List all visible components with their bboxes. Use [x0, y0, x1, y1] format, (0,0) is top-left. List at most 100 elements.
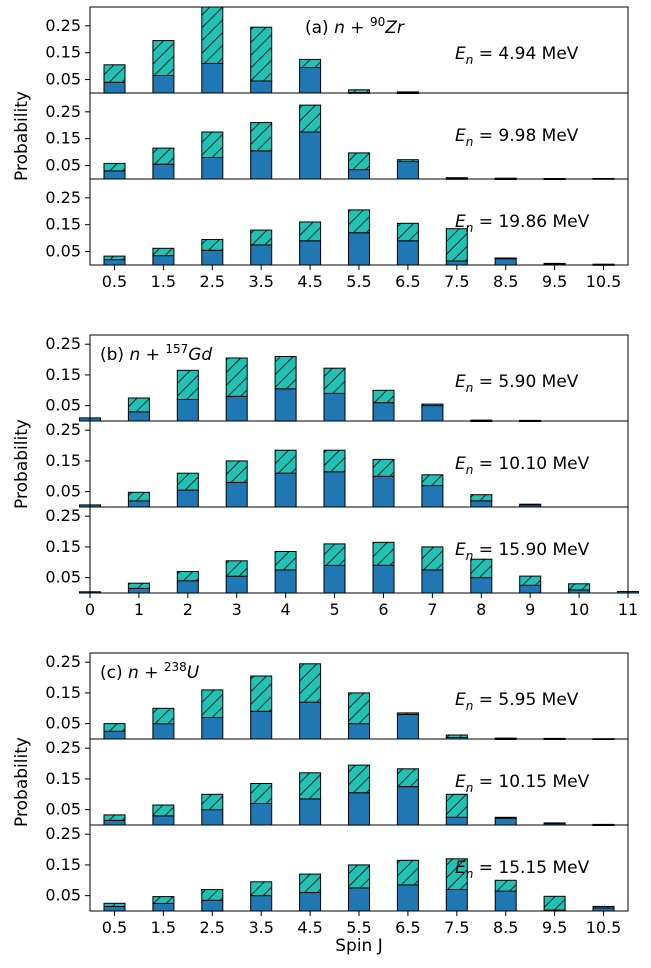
x-tick-label: 5.5 — [346, 918, 371, 937]
bar-solid — [323, 471, 346, 508]
x-tick-label: 1.5 — [151, 272, 176, 291]
bar-hatched — [299, 772, 322, 800]
bar-solid — [201, 717, 224, 740]
subplot-1-1: 0.25 0.15 0.05 En = 10.10 MeV — [45, 420, 629, 508]
bar-hatched — [494, 257, 517, 260]
bar-hatched — [225, 357, 248, 397]
bar-solid — [323, 392, 346, 422]
bar-solid — [176, 489, 199, 508]
bar-hatched — [372, 541, 395, 566]
x-tick-label: 7 — [427, 600, 437, 619]
bar-solid — [299, 131, 322, 180]
y-tick-label: 0.05 — [45, 156, 81, 175]
y-tick-label: 0.05 — [45, 886, 81, 905]
y-tick-label: 0.25 — [45, 420, 81, 439]
bar-hatched — [396, 222, 419, 242]
bar-hatched — [348, 692, 370, 725]
bar-hatched — [250, 229, 273, 246]
y-axis-label: Probability — [12, 91, 32, 181]
bar-solid — [372, 564, 395, 594]
panel-label: (a) n + 90Zr — [305, 15, 405, 38]
y-tick-label: 0.15 — [45, 43, 81, 62]
bar-solid — [152, 902, 175, 912]
bar-hatched — [250, 122, 273, 152]
energy-label: En = 15.15 MeV — [455, 858, 590, 881]
bar-hatched — [299, 873, 322, 893]
bar-solid — [152, 75, 175, 94]
bar-solid — [299, 798, 322, 826]
bar-hatched — [568, 583, 591, 591]
bar-hatched — [494, 879, 517, 892]
bar-solid — [421, 485, 444, 508]
bar-solid — [396, 786, 419, 826]
bar-hatched — [299, 104, 322, 133]
x-tick-label: 0.5 — [102, 918, 127, 937]
energy-label: En = 15.90 MeV — [455, 540, 590, 563]
x-tick-label: 10.5 — [586, 918, 622, 937]
subplot-0-0: 0.25 0.15 0.05 En = 4.94 MeV — [45, 6, 629, 94]
bar-hatched — [396, 712, 419, 715]
y-tick-label: 0.15 — [45, 537, 81, 556]
bar-solid — [103, 81, 126, 94]
x-tick-label: 5.5 — [346, 272, 371, 291]
bar-hatched — [201, 239, 224, 251]
x-tick-label: 6.5 — [395, 918, 420, 937]
y-tick-label: 0.25 — [45, 824, 81, 843]
bar-hatched — [494, 816, 517, 819]
bar-hatched — [225, 460, 248, 483]
bar-hatched — [421, 403, 444, 407]
bar-solid — [445, 816, 468, 826]
bar-solid — [152, 723, 175, 740]
bar-hatched — [323, 543, 346, 566]
bar-hatched — [201, 689, 224, 719]
bar-solid — [519, 584, 542, 594]
subplot-2-0: 0.25 0.15 0.05 En = 5.95 MeV — [45, 652, 629, 741]
bar-solid — [323, 564, 346, 594]
y-tick-label: 0.15 — [45, 855, 81, 874]
bar-solid — [201, 157, 224, 180]
bar-solid — [348, 792, 370, 826]
bar-solid — [299, 240, 322, 266]
x-tick-label: 1 — [134, 600, 144, 619]
bar-solid — [225, 481, 248, 508]
bar-solid — [152, 163, 175, 180]
x-tick-label: 8.5 — [493, 272, 518, 291]
bar-hatched — [348, 864, 370, 889]
bar-hatched — [201, 889, 224, 901]
y-tick-label: 0.25 — [45, 16, 81, 35]
subplot-0-2: 0.25 0.15 0.05 En = 19.86 MeV 0.5 1.5 2.5 3.5 4.… — [45, 178, 629, 291]
bar-hatched — [519, 575, 542, 586]
bar-hatched — [250, 881, 273, 897]
bar-hatched — [348, 764, 370, 794]
bar-solid — [299, 892, 322, 912]
y-tick-label: 0.05 — [45, 568, 81, 587]
bar-hatched — [152, 804, 175, 817]
bar-solid — [396, 161, 419, 180]
bar-hatched — [396, 768, 419, 788]
y-tick-label: 0.05 — [45, 800, 81, 819]
bar-hatched — [250, 26, 273, 82]
bar-solid — [421, 405, 444, 422]
bar-solid — [396, 713, 419, 740]
y-tick-label: 0.05 — [45, 70, 81, 89]
bar-hatched — [372, 458, 395, 477]
bar-hatched — [201, 793, 224, 811]
x-tick-label: 1.5 — [151, 918, 176, 937]
bar-hatched — [176, 369, 199, 400]
bar-hatched — [445, 793, 468, 818]
bar-solid — [494, 257, 517, 266]
bar-solid — [103, 259, 126, 266]
energy-label: En = 5.95 MeV — [455, 690, 579, 713]
bar-hatched — [103, 723, 126, 732]
bar-hatched — [519, 503, 542, 506]
bar-solid — [201, 809, 224, 826]
subplot-2-1: 0.25 0.15 0.05 En = 10.15 MeV — [45, 738, 629, 827]
x-tick-label: 9.5 — [542, 918, 567, 937]
bar-hatched — [396, 859, 419, 886]
x-tick-label: 0 — [85, 600, 95, 619]
bar-hatched — [348, 152, 370, 171]
x-tick-label: 2.5 — [200, 918, 225, 937]
bar-solid — [470, 577, 493, 594]
bar-hatched — [348, 89, 370, 94]
